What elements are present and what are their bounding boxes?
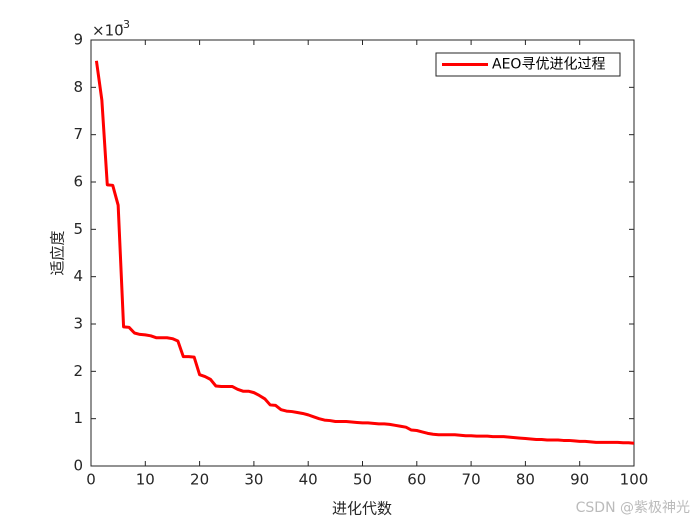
legend-box <box>435 52 621 77</box>
y-axis-label: 适应度 <box>49 230 67 275</box>
y-tick-label: 5 <box>73 220 83 238</box>
y-tick-label: 9 <box>73 31 83 49</box>
y-tick-label: 7 <box>73 125 83 143</box>
x-tick-label: 60 <box>407 471 426 489</box>
x-tick-label: 100 <box>620 471 649 489</box>
x-tick-label: 90 <box>570 471 589 489</box>
legend-label: AEO寻优进化过程 <box>492 57 605 73</box>
x-tick-label: 80 <box>516 471 535 489</box>
y-tick-label: 6 <box>73 173 83 191</box>
x-tick-label: 0 <box>86 471 96 489</box>
x-tick-label: 30 <box>244 471 263 489</box>
y-scale-base: ×10 <box>92 22 124 40</box>
x-axis-label: 进化代数 <box>332 500 392 518</box>
watermark: CSDN @紫极神光 <box>576 500 690 516</box>
y-tick-label: 0 <box>73 457 83 475</box>
y-tick-label: 4 <box>73 267 83 285</box>
x-tick-label: 40 <box>299 471 318 489</box>
x-tick-label: 10 <box>136 471 155 489</box>
x-tick-label: 70 <box>462 471 481 489</box>
y-tick-label: 1 <box>73 409 83 427</box>
y-tick-label: 2 <box>73 362 83 380</box>
x-tick-label: 20 <box>190 471 209 489</box>
y-tick-label: 3 <box>73 315 83 333</box>
y-tick-label: 8 <box>73 78 83 96</box>
x-tick-label: 50 <box>353 471 372 489</box>
y-scale-exponent: -3 <box>119 18 130 31</box>
data-line <box>94 60 635 445</box>
